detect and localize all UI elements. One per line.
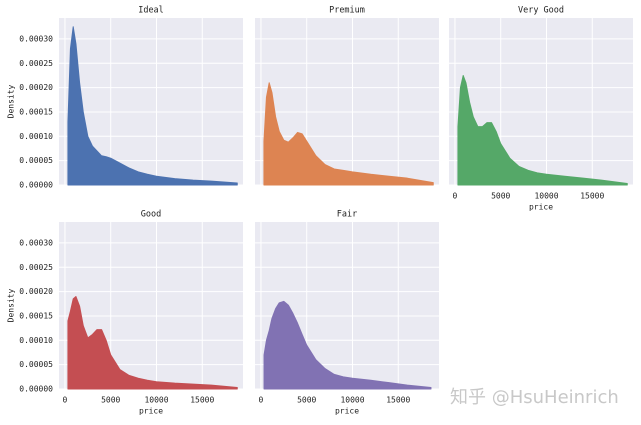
x-axis-label: price (529, 203, 553, 212)
x-tick-label: 5000 (491, 192, 510, 201)
y-tick-label: 0.00025 (19, 59, 53, 68)
y-tick-label: 0.00020 (19, 287, 53, 296)
density-area (263, 300, 432, 390)
x-tick-label: 10000 (340, 396, 364, 405)
y-tick-label: 0.00030 (19, 238, 53, 247)
x-tick-label: 0 (63, 396, 68, 405)
watermark: 知乎 @HsuHeinrich (450, 387, 619, 408)
density-area (67, 26, 238, 186)
y-tick-label: 0.00015 (19, 311, 53, 320)
x-tick-label: 10000 (534, 192, 558, 201)
panel-title: Fair (337, 210, 357, 220)
y-tick-label: 0.00005 (19, 156, 53, 165)
facet-panel: Very Good 0 5000 10000 15000 price (449, 6, 633, 212)
facet-panel: Fair 0 5000 10000 15000 price (255, 210, 439, 416)
x-axis-label: price (335, 407, 359, 416)
panel-title: Ideal (138, 6, 164, 16)
density-area (263, 82, 434, 186)
x-tick-label: 5000 (101, 396, 120, 405)
facet-panel: Good 0 5000 10000 15000 0.00000 0.00005 0.00010… (7, 210, 243, 416)
x-tick-label: 0 (453, 192, 458, 201)
panel-title: Good (141, 210, 161, 220)
y-tick-label: 0.00010 (19, 336, 53, 345)
facet-panel: Premium (255, 6, 439, 186)
x-tick-label: 10000 (144, 396, 168, 405)
y-tick-label: 0.00000 (19, 181, 53, 190)
y-axis-label: Density (7, 84, 16, 118)
y-tick-label: 0.00020 (19, 83, 53, 92)
panel-title: Very Good (518, 6, 564, 16)
x-tick-label: 0 (259, 396, 264, 405)
x-tick-label: 15000 (190, 396, 214, 405)
y-tick-label: 0.00025 (19, 263, 53, 272)
x-axis-label: price (139, 407, 163, 416)
y-tick-label: 0.00005 (19, 360, 53, 369)
panel-title: Premium (329, 6, 365, 16)
density-area (67, 295, 238, 390)
density-area (457, 74, 628, 186)
x-tick-label: 15000 (386, 396, 410, 405)
y-tick-label: 0.00030 (19, 34, 53, 43)
facet-panel: Ideal 0.00000 0.00005 0.00010 0.00015 0.00020… (7, 6, 243, 190)
x-tick-label: 5000 (297, 396, 316, 405)
y-axis-label: Density (7, 288, 16, 322)
y-tick-label: 0.00000 (19, 385, 53, 394)
y-tick-label: 0.00015 (19, 107, 53, 116)
y-tick-label: 0.00010 (19, 132, 53, 141)
x-tick-label: 15000 (580, 192, 604, 201)
